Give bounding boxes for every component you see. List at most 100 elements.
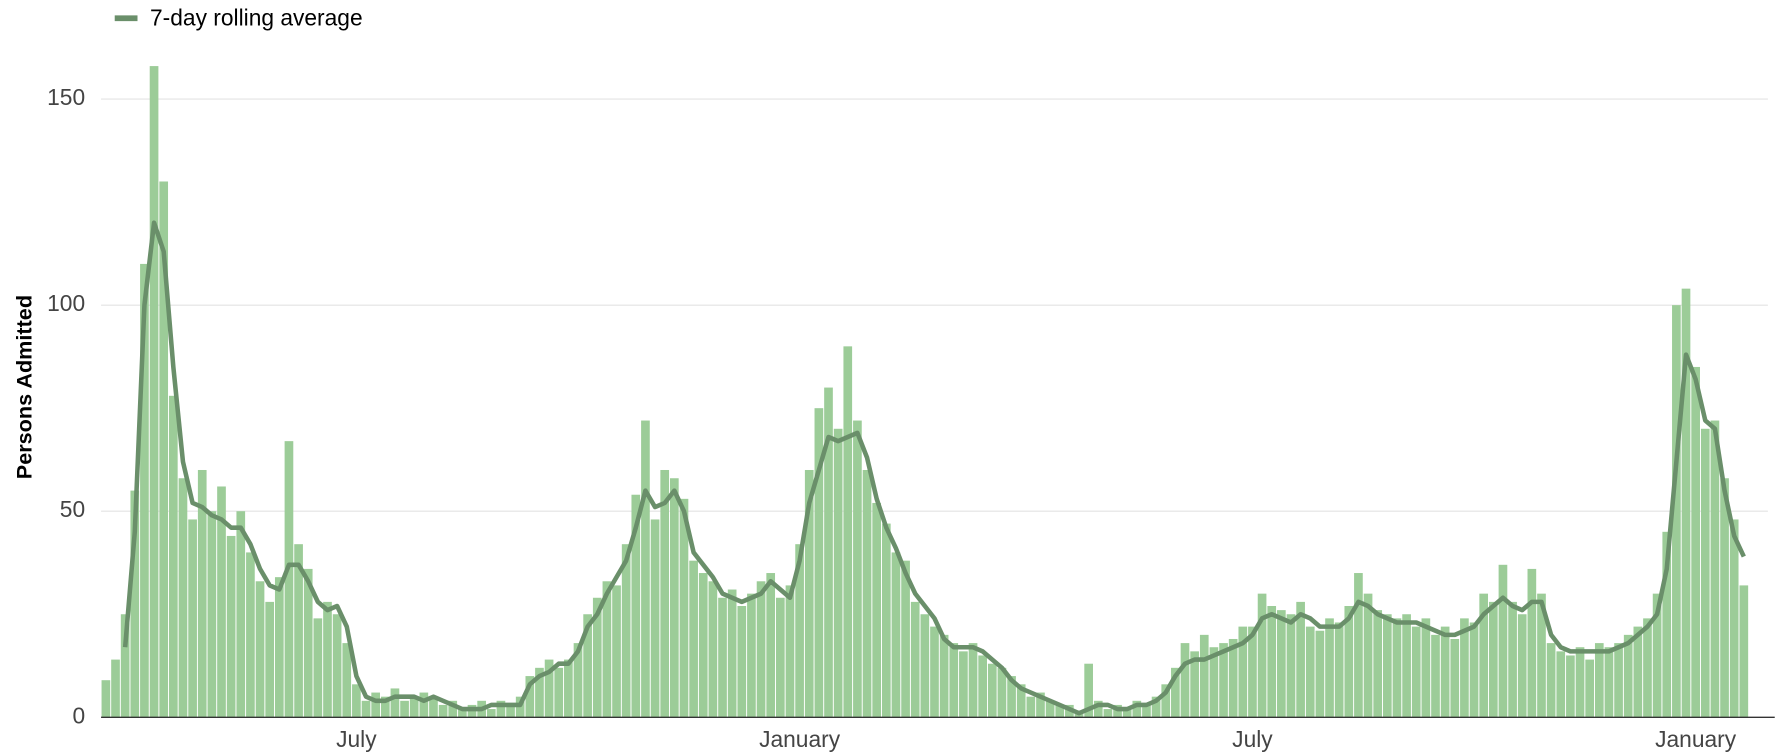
x-tick-label: July	[336, 726, 377, 752]
bar	[1508, 601, 1517, 718]
bar	[891, 552, 901, 718]
bar	[1460, 618, 1469, 718]
bar	[554, 667, 564, 718]
bar	[814, 408, 824, 718]
bar	[1344, 606, 1354, 718]
bar	[525, 676, 535, 718]
bar	[361, 700, 371, 718]
bar	[1450, 638, 1460, 718]
bar	[111, 659, 120, 718]
bar	[1315, 630, 1325, 718]
bar	[910, 601, 920, 718]
bar	[1142, 704, 1151, 718]
bar	[188, 519, 197, 718]
bar	[438, 704, 448, 718]
bar	[1546, 643, 1556, 718]
bar	[1604, 647, 1614, 718]
bar	[862, 469, 872, 718]
bar	[149, 66, 159, 718]
bar	[881, 523, 891, 718]
bar	[265, 601, 275, 718]
bar	[1103, 709, 1113, 718]
bar	[207, 511, 217, 718]
bar	[1652, 593, 1662, 718]
bar	[795, 544, 804, 718]
bar	[1411, 626, 1421, 718]
bar	[1325, 618, 1334, 718]
bar	[698, 573, 708, 718]
bar	[1363, 593, 1373, 718]
bar	[747, 593, 756, 718]
bar	[1421, 618, 1431, 718]
bar	[1517, 614, 1527, 718]
bar	[544, 659, 554, 718]
bar	[1296, 601, 1305, 718]
bar	[1402, 614, 1411, 718]
rolling-average-line	[122, 220, 1746, 716]
legend-label: 7-day rolling average	[150, 4, 363, 30]
bar	[602, 581, 612, 718]
bar	[573, 643, 583, 718]
bar	[1739, 585, 1749, 718]
bar	[197, 469, 207, 718]
bar	[824, 387, 833, 718]
bar	[1267, 606, 1277, 718]
bar	[708, 581, 718, 718]
bar	[1045, 700, 1055, 718]
bar	[409, 696, 419, 718]
bar	[987, 663, 997, 718]
bar	[1199, 634, 1209, 718]
bar	[1190, 651, 1199, 718]
bar	[1681, 288, 1691, 718]
bar	[535, 667, 544, 718]
bar	[756, 581, 766, 718]
bar	[486, 709, 496, 718]
bar	[833, 428, 843, 718]
bar	[226, 535, 236, 718]
bar	[1286, 614, 1296, 718]
y-tick-label: 0	[72, 702, 85, 728]
bar	[342, 643, 352, 718]
bar	[1084, 663, 1093, 718]
bar	[997, 667, 1007, 718]
bar	[1228, 638, 1238, 718]
bar	[1633, 626, 1643, 718]
bar	[641, 420, 650, 718]
bar	[1036, 692, 1045, 718]
bar	[390, 688, 400, 718]
bar	[1151, 696, 1161, 718]
bar	[592, 597, 602, 718]
bar	[130, 490, 140, 718]
bar	[920, 614, 930, 718]
bar	[804, 469, 814, 718]
bar	[168, 395, 178, 718]
x-tick-label: January	[759, 726, 841, 752]
bar	[352, 684, 361, 718]
bar	[1238, 626, 1248, 718]
bar	[1691, 366, 1700, 718]
bar	[1672, 305, 1681, 718]
bar	[1171, 667, 1180, 718]
bar	[120, 614, 130, 718]
bar	[1623, 634, 1633, 718]
bar	[775, 597, 785, 718]
bar	[978, 655, 987, 718]
bar	[419, 692, 429, 718]
bar	[274, 577, 284, 718]
bar	[785, 585, 795, 718]
bar	[1440, 626, 1450, 718]
bar	[843, 346, 853, 718]
bar	[246, 552, 255, 718]
bar	[737, 606, 747, 718]
bar	[564, 659, 573, 718]
bar	[1537, 593, 1546, 718]
bar	[949, 643, 959, 718]
bar	[217, 486, 226, 718]
bar	[872, 502, 882, 718]
bar	[930, 626, 939, 718]
bar	[1392, 618, 1402, 718]
bar	[1334, 622, 1344, 718]
bar	[323, 601, 332, 718]
bar	[1498, 564, 1508, 718]
